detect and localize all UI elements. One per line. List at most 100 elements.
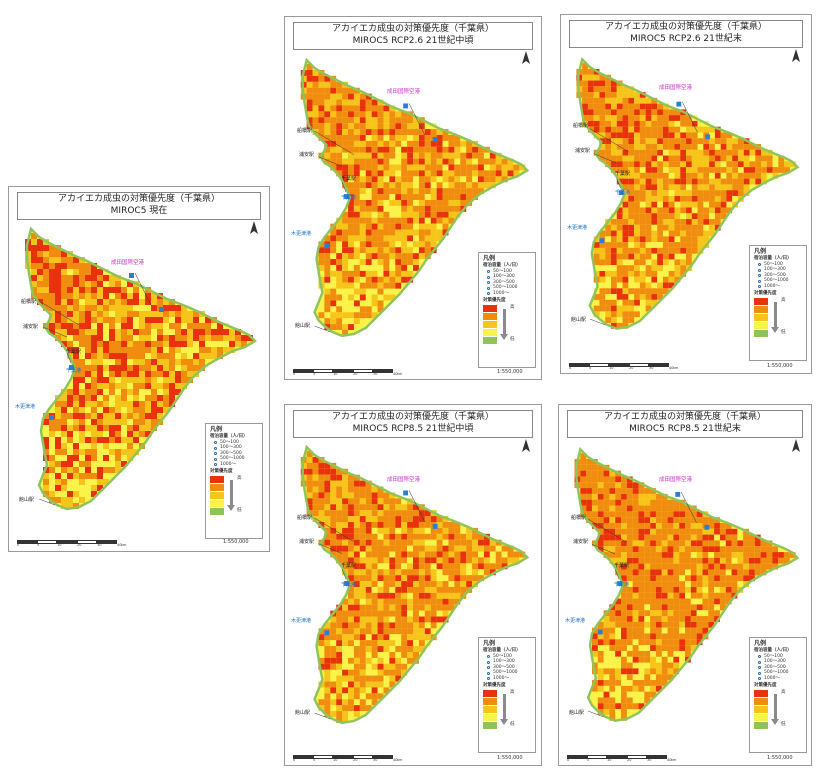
priority-cell <box>318 117 325 124</box>
priority-cell <box>772 563 779 570</box>
priority-cell <box>365 223 372 230</box>
priority-cell <box>442 592 449 599</box>
priority-cell <box>478 539 484 546</box>
priority-cell <box>634 276 640 283</box>
priority-cell <box>330 468 337 475</box>
priority-cell <box>737 138 744 145</box>
priority-cell <box>611 97 617 104</box>
priority-cell <box>371 510 378 517</box>
priority-cell <box>163 311 169 317</box>
priority-cell <box>348 276 354 283</box>
priority-cell <box>115 377 121 383</box>
priority-cell <box>448 521 455 528</box>
priority-cell <box>401 111 408 118</box>
priority-cell <box>91 353 97 359</box>
priority-cell <box>306 117 313 124</box>
scale-segment <box>607 755 627 759</box>
priority-cell <box>651 155 658 162</box>
priority-cell <box>626 650 633 657</box>
priority-cell <box>615 709 622 715</box>
priority-cell <box>348 569 354 576</box>
priority-cell <box>306 457 313 463</box>
priority-cell <box>495 164 502 171</box>
circle-marker-icon <box>758 677 761 681</box>
priority-cell <box>679 546 686 553</box>
priority-cell <box>661 534 668 541</box>
priority-cell <box>726 207 733 214</box>
priority-cell <box>306 81 313 88</box>
priority-cell <box>127 329 133 335</box>
priority-cell <box>31 233 37 239</box>
priority-cell <box>371 539 378 546</box>
priority-cell <box>121 359 127 365</box>
priority-cell <box>668 219 675 225</box>
scale-bar: 0 5 10 20 30 40 km <box>17 540 126 548</box>
priority-cell <box>306 87 313 94</box>
priority-cell <box>597 656 604 663</box>
priority-cell <box>151 299 157 305</box>
priority-cell <box>609 482 616 489</box>
priority-cell <box>383 129 390 135</box>
priority-cell <box>55 407 61 413</box>
priority-cell <box>697 242 704 248</box>
scale-tick-label: 10 <box>609 366 614 370</box>
priority-cell <box>97 473 103 479</box>
priority-cell <box>599 80 606 87</box>
priority-cell <box>401 247 408 254</box>
priority-cell <box>61 287 67 293</box>
priority-cell <box>754 557 761 564</box>
priority-cell <box>151 377 157 383</box>
priority-cell <box>306 462 313 469</box>
priority-cell <box>336 681 343 688</box>
priority-cell <box>655 592 662 599</box>
priority-cell <box>401 651 408 658</box>
priority-cell <box>644 598 651 605</box>
priority-cell <box>626 639 633 646</box>
title-line-1: アカイエカ成虫の対策優先度（千葉県） <box>604 412 766 422</box>
priority-cell <box>67 467 73 473</box>
priority-cell <box>622 132 629 139</box>
priority-cell <box>655 685 662 692</box>
legend-title: 凡例 <box>210 426 223 433</box>
priority-cell <box>348 105 354 112</box>
priority-cell <box>702 592 709 599</box>
priority-cell <box>365 99 372 106</box>
priority-cell <box>645 195 652 202</box>
priority-cell <box>626 505 633 512</box>
priority-cell <box>395 217 402 224</box>
priority-cell <box>121 335 127 341</box>
priority-cell <box>389 205 396 212</box>
priority-cell <box>685 546 691 553</box>
priority-cell <box>377 229 384 236</box>
priority-cell <box>628 97 635 104</box>
priority-cell <box>662 270 669 277</box>
priority-cell <box>680 230 687 237</box>
priority-cell <box>615 650 622 657</box>
priority-cell <box>513 170 520 177</box>
priority-cell <box>336 711 343 717</box>
priority-cell <box>430 211 437 218</box>
priority-cell <box>615 546 622 553</box>
priority-cell <box>73 443 79 449</box>
priority-cell <box>448 551 455 558</box>
priority-cell <box>85 461 91 467</box>
priority-cell <box>725 569 732 576</box>
priority-cell <box>621 493 627 500</box>
priority-cell <box>639 253 646 260</box>
priority-cell <box>359 176 366 183</box>
priority-cell <box>597 522 604 529</box>
priority-cell <box>436 134 443 141</box>
priority-cell <box>418 527 425 534</box>
priority-cell <box>708 517 715 523</box>
priority-cell <box>127 347 133 353</box>
priority-cell <box>668 115 675 121</box>
priority-cell <box>127 413 133 419</box>
priority-cell <box>324 699 331 706</box>
priority-cell <box>680 213 687 220</box>
priority-cell <box>43 431 49 437</box>
priority-cell <box>743 563 750 570</box>
priority-cell <box>599 97 606 104</box>
priority-cell <box>645 167 652 173</box>
priority-cell <box>709 149 715 156</box>
legend-title: 凡例 <box>483 640 496 647</box>
